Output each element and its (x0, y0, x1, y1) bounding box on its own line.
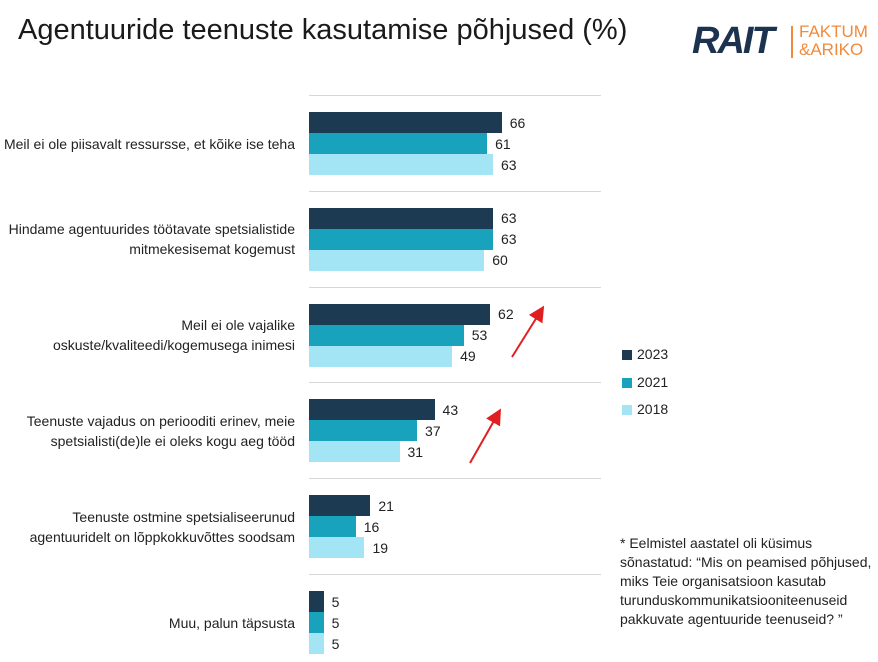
arrow (469, 408, 501, 464)
value-label: 5 (331, 635, 340, 652)
bar (309, 303, 491, 325)
bar (309, 495, 371, 517)
footnote: * Eelmistel aastatel oli küsimus sõnasta… (620, 535, 872, 627)
value-label: 37 (425, 422, 441, 439)
value-label: 16 (363, 518, 380, 535)
category-label: Teenuste vajadus on periooditi erinev, m… (26, 412, 295, 449)
value-label: 61 (495, 135, 511, 152)
value-label: 53 (471, 327, 488, 344)
value-label: 43 (442, 401, 459, 418)
separator (309, 190, 601, 192)
bar (309, 154, 493, 175)
legend-swatch (622, 350, 632, 360)
legend-label: 2021 (637, 373, 669, 390)
separator (309, 574, 601, 575)
category-label: Teenuste ostmine spetsialiseerunud agent… (29, 508, 295, 545)
value-label: 21 (378, 497, 394, 514)
value-label: 19 (372, 539, 389, 556)
legend-swatch (622, 405, 632, 415)
bar (309, 399, 435, 421)
category-label: Muu, palun täpsusta (168, 614, 295, 631)
value-label: 5 (331, 593, 340, 610)
bar (309, 228, 493, 250)
value-label: 63 (500, 210, 517, 227)
bar (309, 207, 493, 229)
value-label: 63 (500, 156, 517, 173)
bar (309, 420, 418, 442)
separator (309, 382, 601, 384)
bar (309, 537, 365, 559)
bar (309, 516, 356, 538)
bar (309, 633, 324, 654)
legend-label: 2018 (637, 401, 669, 417)
bar (309, 112, 502, 133)
separator (309, 286, 601, 288)
separator (309, 478, 601, 480)
legend-swatch (622, 377, 632, 388)
bar (309, 133, 488, 154)
category-label: Meil ei ole vajalike oskuste/kvaliteedi/… (52, 317, 295, 354)
value-label: 63 (500, 231, 517, 248)
bar (309, 612, 324, 633)
chart-title: Agentuuride teenuste kasutamise põhjused… (18, 14, 628, 46)
bar (309, 591, 324, 612)
value-label: 62 (498, 306, 514, 323)
bar (309, 345, 453, 367)
value-label: 66 (509, 114, 526, 131)
value-label: 60 (492, 252, 508, 269)
category-label: Hindame agentuurides töötavate spetsiali… (8, 221, 295, 258)
category-label: Meil ei ole piisavalt ressursse, et kõik… (3, 135, 295, 152)
logo-name: RAIT (692, 20, 775, 62)
arrow (511, 305, 545, 358)
separator (309, 95, 601, 96)
logo-line: FAKTUM (799, 22, 868, 41)
bar (309, 441, 400, 463)
bar (309, 249, 485, 271)
legend-label: 2023 (637, 346, 669, 362)
bar (309, 324, 464, 346)
value-label: 5 (331, 614, 340, 631)
logo-divider (791, 26, 793, 58)
value-label: 31 (407, 443, 424, 460)
value-label: 49 (460, 348, 476, 365)
logo-line: &ARIKO (799, 40, 864, 59)
